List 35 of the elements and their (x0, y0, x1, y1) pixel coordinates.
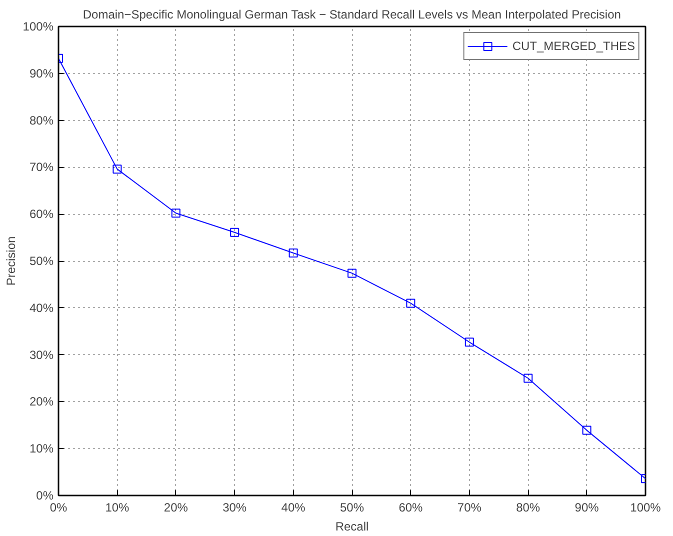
y-tick-label: 60% (29, 207, 54, 222)
x-tick-label: 10% (105, 500, 130, 514)
x-axis-title: Recall (335, 520, 369, 534)
point (112, 164, 122, 174)
chart-title: Domain−Specific Monolingual German Task − Standard Recall Levels vs Mean Interpolated Precision (82, 8, 621, 22)
x-tick-label: 100% (630, 500, 662, 514)
y-axis-title: Precision (4, 236, 18, 286)
y-tick-label: 10% (29, 442, 54, 456)
x-tick-label: 0% (50, 500, 68, 514)
point (464, 338, 474, 347)
x-tick-label: 40% (281, 500, 306, 514)
y-tick-label: 30% (29, 348, 54, 362)
legend-label: CUT_MERGED_THES (512, 39, 635, 53)
y-tick-label: 50% (29, 254, 54, 268)
x-tick-label: 60% (398, 500, 424, 514)
y-tick-label: 90% (29, 66, 54, 80)
y-tick-label: 70% (29, 160, 54, 174)
y-tick-label: 80% (29, 113, 54, 128)
x-tick-label: 30% (222, 500, 247, 514)
point (524, 374, 533, 383)
y-tick-label: 0% (36, 488, 54, 502)
x-tick-label: 50% (340, 500, 364, 514)
y-tick-label: 20% (29, 394, 54, 409)
x-tick-label: 70% (457, 500, 482, 514)
y-tick-label: 100% (22, 20, 54, 34)
point (406, 298, 416, 308)
point (171, 208, 180, 218)
point (288, 248, 298, 258)
y-tick-label: 40% (29, 300, 54, 315)
x-tick-label: 20% (164, 500, 188, 514)
point (230, 228, 240, 237)
x-tick-label: 90% (574, 500, 600, 514)
x-tick-label: 80% (516, 500, 540, 514)
point (582, 426, 592, 435)
point (348, 268, 356, 278)
